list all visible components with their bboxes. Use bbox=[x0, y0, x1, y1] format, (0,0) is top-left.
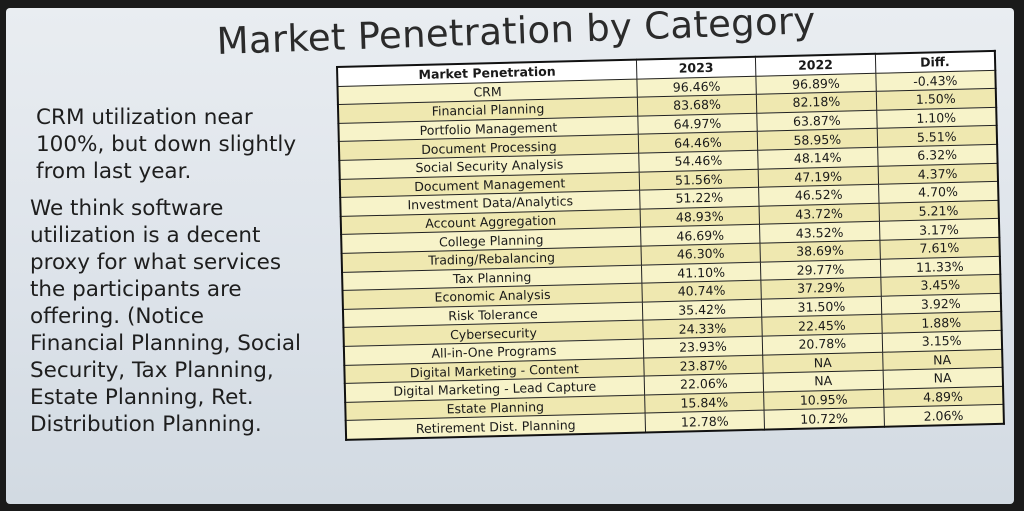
slide-notes: CRM utilization near 100%, but down slig… bbox=[22, 104, 322, 448]
market-penetration-table: Market Penetration 2023 2022 Diff. CRM 96… bbox=[336, 49, 1005, 441]
projected-slide: Market Penetration by Category CRM utili… bbox=[6, 8, 1014, 504]
penetration-table-container: Market Penetration 2023 2022 Diff. CRM 96… bbox=[336, 49, 1005, 441]
value-2022-cell: 10.72% bbox=[764, 407, 885, 430]
slide-title: Market Penetration by Category bbox=[216, 8, 817, 63]
value-2023-cell: 12.78% bbox=[644, 410, 765, 433]
diff-cell: 2.06% bbox=[883, 404, 1004, 427]
note-crm: CRM utilization near 100%, but down slig… bbox=[36, 105, 297, 184]
note-software: We think software utilization is a decen… bbox=[30, 196, 302, 437]
